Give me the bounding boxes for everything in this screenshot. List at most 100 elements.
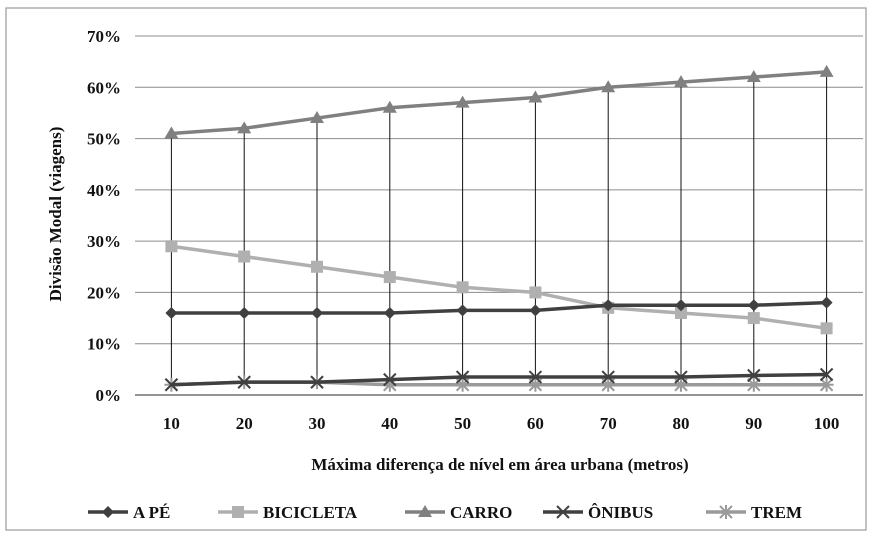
marker-stroke bbox=[164, 378, 179, 392]
data-point-a-pe bbox=[820, 296, 833, 309]
data-point-onibus bbox=[747, 368, 761, 383]
data-point-a-pe bbox=[311, 306, 323, 319]
marker-stroke bbox=[455, 370, 470, 384]
data-point-a-pe bbox=[747, 299, 760, 312]
data-point-bicicleta bbox=[456, 281, 469, 294]
y-tick-label: 30% bbox=[87, 232, 121, 251]
series-layer bbox=[164, 64, 834, 392]
data-point-carro bbox=[455, 95, 470, 108]
data-point-onibus bbox=[383, 372, 397, 387]
marker-stroke bbox=[747, 368, 761, 383]
legend-marker bbox=[556, 505, 570, 519]
legend-label: TREM bbox=[751, 503, 802, 522]
x-tick-label: 30 bbox=[309, 414, 326, 433]
data-point-carro bbox=[601, 80, 616, 93]
series-line-a-pe bbox=[171, 300, 827, 315]
grid-layer bbox=[135, 35, 863, 396]
data-point-a-pe bbox=[165, 306, 178, 319]
data-point-carro bbox=[310, 111, 324, 124]
data-point-onibus bbox=[237, 375, 251, 389]
legend-item-bicicleta: BICICLETA bbox=[218, 503, 358, 522]
legend-marker bbox=[102, 506, 114, 518]
x-tick-label: 70 bbox=[600, 414, 617, 433]
data-point-trem bbox=[528, 377, 543, 392]
marker-stroke bbox=[674, 370, 688, 384]
data-point-a-pe bbox=[456, 304, 469, 317]
data-point-bicicleta bbox=[675, 306, 687, 319]
series-carro bbox=[164, 64, 834, 139]
legend-label: ÔNIBUS bbox=[588, 503, 653, 522]
marker-stroke bbox=[601, 370, 615, 384]
y-tick-label: 20% bbox=[87, 283, 121, 302]
data-point-bicicleta bbox=[165, 240, 178, 253]
data-point-carro bbox=[819, 64, 834, 77]
legend-item-onibus: ÔNIBUS bbox=[543, 503, 653, 522]
marker-stroke bbox=[528, 370, 543, 384]
x-axis-label: Máxima diferença de nível em área urbana… bbox=[311, 455, 688, 474]
data-point-a-pe bbox=[383, 306, 396, 319]
data-point-onibus bbox=[528, 370, 543, 384]
marker-stroke bbox=[819, 367, 834, 382]
data-point-carro bbox=[528, 90, 543, 103]
marker-stroke bbox=[383, 372, 397, 387]
legend-item-carro: CARRO bbox=[405, 503, 512, 522]
data-point-carro bbox=[382, 100, 397, 113]
x-tick-label: 10 bbox=[163, 414, 180, 433]
x-tick-label: 50 bbox=[454, 414, 471, 433]
data-point-bicicleta bbox=[311, 260, 323, 273]
x-tick-label: 40 bbox=[381, 414, 398, 433]
legend-label: BICICLETA bbox=[263, 503, 358, 522]
x-tick-label: 20 bbox=[236, 414, 253, 433]
legend: A PÉ BICICLETA CARRO ÔNIBUS TREM bbox=[88, 503, 802, 522]
chart-border bbox=[5, 7, 867, 531]
data-point-trem bbox=[674, 377, 688, 392]
data-point-a-pe bbox=[529, 304, 542, 317]
data-point-bicicleta bbox=[529, 286, 542, 299]
data-point-carro bbox=[674, 75, 688, 88]
y-tick-label: 10% bbox=[87, 335, 121, 354]
legend-item-trem: TREM bbox=[706, 503, 802, 522]
data-point-bicicleta bbox=[820, 322, 833, 335]
data-point-carro bbox=[237, 121, 252, 134]
y-tick-label: 70% bbox=[87, 27, 121, 46]
x-tick-label: 100 bbox=[814, 414, 840, 433]
series-line-carro bbox=[171, 70, 827, 136]
marker-stroke bbox=[556, 505, 570, 519]
data-point-trem bbox=[455, 377, 470, 392]
y-tick-label: 40% bbox=[87, 181, 121, 200]
data-point-onibus bbox=[455, 370, 470, 384]
axis-layer: 0% 10% 20% 30% 40% 50% 60% 70% 10 20 30 40 50 60 70 80 9… bbox=[87, 27, 863, 433]
marker-stroke bbox=[237, 375, 251, 389]
series-line-bicicleta bbox=[171, 244, 827, 331]
legend-item-a-pe: A PÉ bbox=[88, 503, 170, 522]
x-tick-label: 60 bbox=[527, 414, 544, 433]
y-tick-label: 50% bbox=[87, 130, 121, 149]
series-a-pe bbox=[165, 296, 833, 319]
x-tick-label: 80 bbox=[673, 414, 690, 433]
y-tick-label: 60% bbox=[87, 78, 121, 97]
data-point-carro bbox=[164, 126, 179, 139]
x-tick-label: 90 bbox=[745, 414, 762, 433]
data-point-onibus bbox=[310, 375, 324, 389]
data-point-a-pe bbox=[238, 306, 251, 319]
legend-marker bbox=[719, 505, 733, 519]
data-point-a-pe bbox=[602, 299, 615, 312]
legend-label: A PÉ bbox=[133, 503, 170, 522]
legend-marker bbox=[232, 506, 244, 518]
data-point-onibus bbox=[601, 370, 615, 384]
data-point-carro bbox=[746, 70, 761, 83]
y-tick-label: 0% bbox=[96, 386, 122, 405]
data-point-bicicleta bbox=[383, 271, 396, 284]
y-axis-label: Divisão Modal (viagens) bbox=[46, 127, 65, 302]
data-point-onibus bbox=[674, 370, 688, 384]
data-point-trem bbox=[819, 377, 834, 392]
legend-label: CARRO bbox=[450, 503, 512, 522]
data-point-onibus bbox=[164, 378, 179, 392]
series-line-onibus bbox=[171, 372, 827, 387]
data-point-a-pe bbox=[675, 299, 687, 312]
legend-marker bbox=[418, 505, 432, 517]
marker-stroke bbox=[310, 375, 324, 389]
data-point-bicicleta bbox=[747, 312, 760, 325]
